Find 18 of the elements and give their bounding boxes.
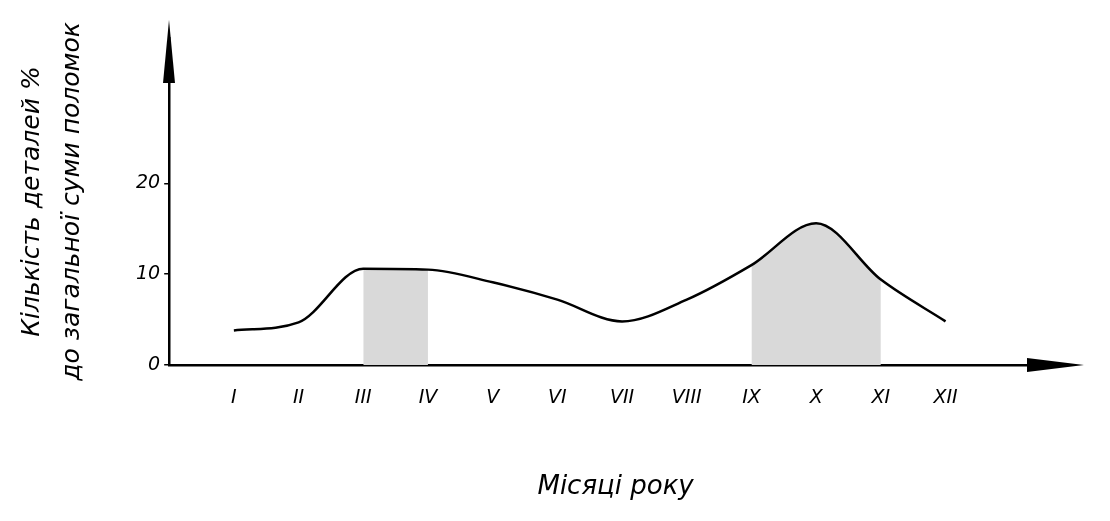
x-tick-label: IX	[742, 385, 762, 408]
x-tick-label: IV	[418, 385, 440, 408]
x-tick-label: VIII	[671, 385, 703, 408]
x-tick-label: III	[354, 385, 373, 408]
x-tick-label: XII	[932, 385, 959, 408]
y-tick-label: 10	[135, 261, 161, 284]
x-tick-label: V	[486, 385, 502, 408]
y-tick-label: 0	[148, 351, 161, 374]
line-series	[232, 222, 947, 332]
x-tick-label: VII	[609, 385, 635, 408]
y-axis-title: Кількість деталей % до загальної суми поломок	[15, 22, 85, 382]
x-tick-label: XI	[870, 385, 891, 408]
x-tick-label: VI	[548, 385, 568, 408]
y-tick-label: 20	[135, 170, 161, 193]
x-tick-label: X	[808, 385, 824, 408]
x-tick-label: II	[292, 385, 305, 408]
x-axis-title: Місяці року	[537, 470, 695, 501]
x-tick-label: I	[231, 385, 238, 408]
